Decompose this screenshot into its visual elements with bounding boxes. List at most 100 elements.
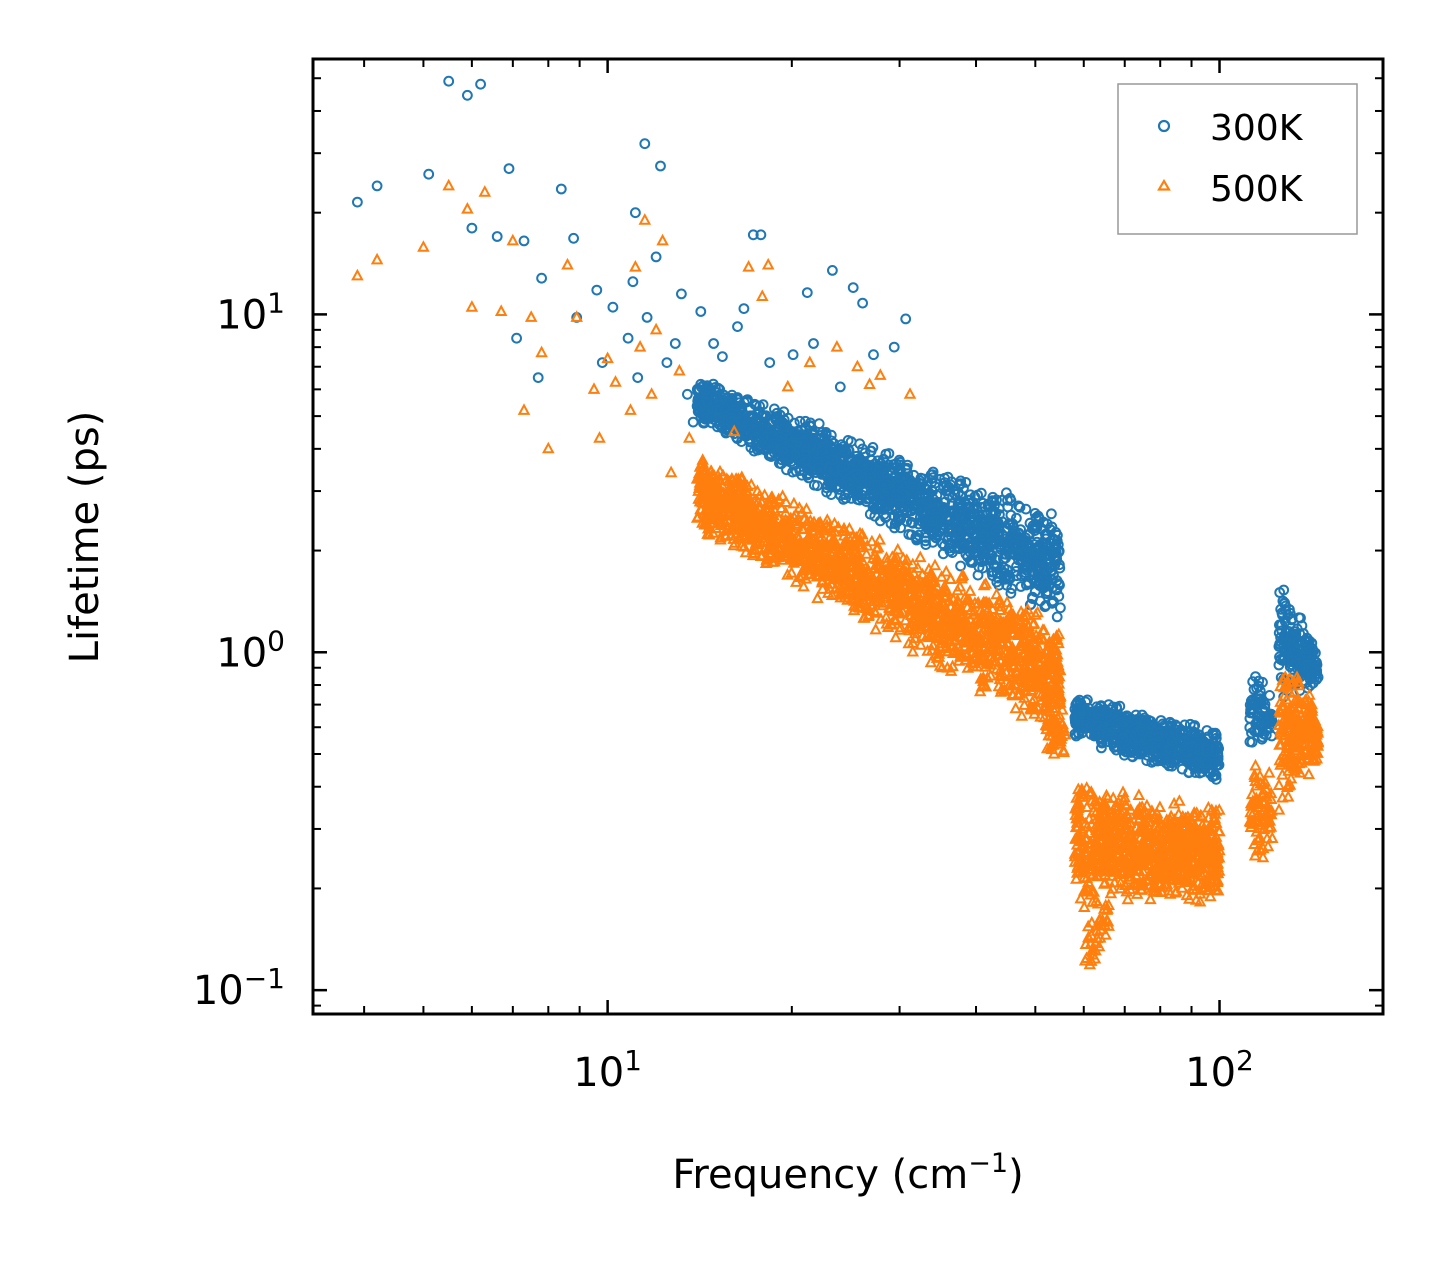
point-300k (443, 75, 455, 87)
point-300k (915, 472, 927, 484)
point-300k (964, 502, 976, 514)
point-300k (491, 231, 503, 242)
point-300k (701, 412, 713, 423)
point-300k (937, 501, 949, 513)
point-300k (755, 229, 767, 241)
point-300k (708, 338, 719, 349)
point-300k (1001, 487, 1012, 499)
point-300k (874, 515, 886, 527)
point-300k (954, 479, 965, 491)
point-300k (1031, 536, 1043, 548)
point-300k (845, 456, 857, 467)
point-300k (967, 522, 979, 534)
point-300k (700, 385, 711, 396)
point-300k (908, 511, 920, 522)
point-300k (888, 341, 900, 353)
point-300k (980, 543, 992, 554)
point-300k (1017, 562, 1029, 573)
point-300k (800, 422, 812, 434)
point-300k (952, 498, 964, 510)
point-300k (955, 514, 967, 526)
point-300k (968, 549, 979, 560)
point-300k (819, 455, 831, 467)
point-300k (1009, 539, 1021, 551)
point-300k (423, 168, 435, 180)
point-300k (992, 572, 1004, 584)
point-300k (857, 443, 868, 455)
point-300k (838, 494, 849, 505)
point-300k (864, 475, 876, 487)
point-300k (1022, 560, 1033, 572)
point-300k (960, 548, 972, 560)
point-300k (591, 284, 603, 296)
point-300k (641, 312, 653, 323)
point-300k (816, 444, 828, 456)
point-300k (695, 402, 706, 414)
point-300k (993, 529, 1005, 540)
point-300k (899, 478, 911, 489)
point-300k (911, 534, 922, 546)
point-300k (768, 443, 780, 455)
point-300k (695, 395, 706, 407)
point-300k (711, 404, 723, 416)
point-300k (1051, 611, 1063, 623)
point-300k (787, 437, 798, 449)
point-300k (876, 500, 888, 511)
point-300k (371, 180, 383, 192)
point-300k (352, 196, 363, 208)
point-300k (926, 484, 938, 496)
point-300k (931, 517, 943, 528)
point-300k (979, 531, 991, 542)
point-300k (734, 413, 746, 425)
point-300k (755, 423, 767, 435)
point-300k (695, 306, 707, 317)
point-300k (834, 381, 846, 393)
point-300k (927, 516, 938, 527)
point-300k (661, 357, 673, 369)
point-300k (900, 313, 912, 325)
point-300k (698, 417, 710, 429)
point-300k (655, 160, 666, 172)
point-300k (778, 450, 789, 461)
point-300k (1046, 508, 1057, 520)
point-300k (568, 232, 579, 244)
point-300k (555, 183, 567, 195)
point-300k (1146, 756, 1158, 768)
point-300k (779, 421, 791, 433)
point-300k (808, 338, 819, 349)
point-300k (867, 442, 879, 453)
point-300k (857, 297, 868, 309)
point-300k (767, 417, 779, 428)
point-300k (639, 138, 651, 150)
point-300k (518, 235, 530, 247)
point-300k (719, 423, 731, 435)
point-300k (967, 527, 979, 539)
point-300k (884, 483, 896, 495)
point-300k (532, 372, 544, 384)
point-300k (903, 529, 915, 540)
point-300k (854, 494, 865, 506)
point-300k (700, 395, 711, 407)
point-300k (893, 463, 904, 475)
point-300k (794, 415, 806, 427)
point-300k (768, 430, 779, 442)
point-300k (1013, 528, 1024, 540)
point-300k (885, 518, 897, 530)
point-300k (466, 222, 478, 234)
point-300k (774, 409, 786, 421)
point-300k (822, 479, 834, 491)
point-300k (865, 490, 877, 502)
point-300k (927, 469, 938, 481)
point-300k (963, 506, 975, 518)
point-300k (1055, 602, 1066, 614)
point-300k (676, 288, 687, 300)
point-300k (959, 496, 971, 508)
point-300k (503, 163, 515, 175)
point-300k (821, 486, 832, 498)
point-300k (954, 509, 966, 521)
point-300k (750, 431, 762, 443)
point-300k (511, 332, 522, 344)
point-300k (607, 301, 619, 313)
point-300k (949, 542, 960, 554)
point-300k (879, 489, 891, 501)
